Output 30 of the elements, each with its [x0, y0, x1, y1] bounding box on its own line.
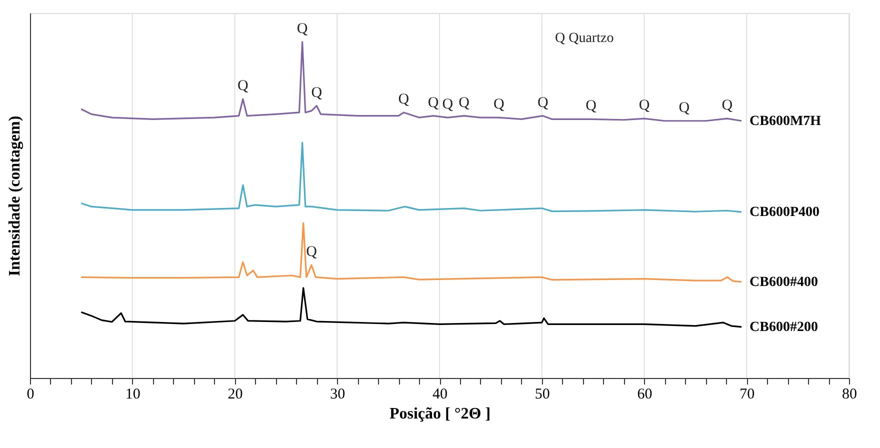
- annotation: Q Quartzo: [555, 31, 614, 46]
- annotation: Q: [238, 78, 249, 94]
- annotation: Q: [442, 96, 454, 113]
- annotation: Q: [722, 98, 733, 114]
- x-tick-label: 60: [637, 386, 652, 402]
- annotation: Q: [296, 20, 308, 37]
- x-axis-title: Posição [ °2Θ ]: [389, 406, 491, 422]
- annotation: Q: [638, 98, 650, 114]
- annotation: Q: [306, 244, 318, 260]
- x-tick-label: 10: [125, 386, 140, 402]
- series-label: CB600#400: [750, 274, 818, 290]
- annotation: Q: [458, 94, 470, 111]
- annotation: Q: [311, 84, 322, 101]
- annotation: Q: [537, 94, 548, 111]
- annotation: Q: [428, 94, 439, 111]
- x-tick-label: 70: [740, 386, 755, 402]
- series-label: CB600#200: [750, 320, 818, 335]
- x-tick-label: 30: [330, 386, 346, 402]
- series-label: CB600P400: [750, 204, 820, 220]
- x-tick-label: 50: [534, 386, 550, 402]
- series-label: CB600M7H: [750, 114, 822, 129]
- y-axis-title: Intensidade (contagem): [6, 116, 24, 276]
- annotation: Q: [493, 96, 504, 113]
- x-tick-label: 80: [842, 386, 857, 402]
- annotation: Q: [678, 100, 690, 116]
- x-tick-label: 40: [432, 386, 448, 402]
- annotation: Q: [586, 98, 597, 114]
- annotation: Q: [398, 91, 410, 108]
- x-tick-label: 20: [228, 386, 243, 402]
- x-tick-label: 0: [26, 386, 34, 402]
